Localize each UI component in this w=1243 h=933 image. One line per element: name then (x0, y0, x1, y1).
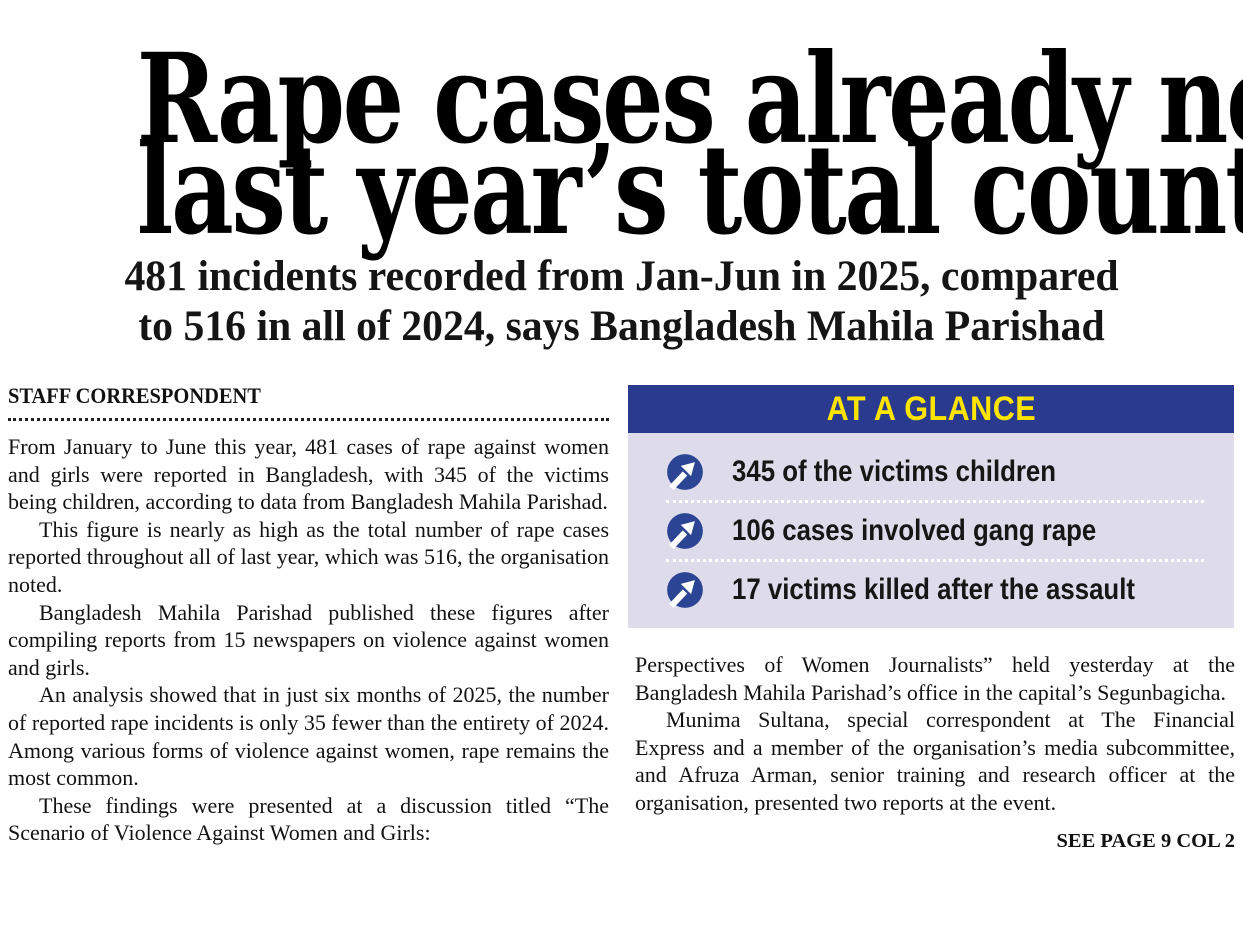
curved-arrow-icon (667, 453, 703, 490)
subheadline-line-2: to 516 in all of 2024, says Bangladesh M… (138, 303, 1105, 350)
glance-item: 345 of the victims children (628, 444, 1234, 500)
right-column: Perspectives of Women Journalists” held … (635, 651, 1235, 853)
paragraph: From January to June this year, 481 case… (8, 434, 609, 515)
glance-item: 17 victims killed after the assault (628, 562, 1234, 618)
paragraph: These findings were presented at a discu… (8, 792, 609, 846)
paragraph: Bangladesh Mahila Parishad published the… (8, 599, 609, 680)
glance-item-label: 106 cases involved gang rape (732, 513, 1097, 547)
at-a-glance-box: AT A GLANCE 345 of the victims children … (628, 385, 1234, 628)
glance-divider (666, 558, 1204, 562)
glance-item: 106 cases involved gang rape (628, 503, 1234, 559)
curved-arrow-icon (667, 571, 703, 608)
paragraph: An analysis showed that in just six mont… (8, 682, 609, 791)
glance-divider (666, 499, 1204, 503)
paragraph: Munima Sultana, special correspondent at… (635, 707, 1235, 815)
at-a-glance-header: AT A GLANCE (628, 385, 1234, 433)
headline: Rape cases already near last year’s tota… (136, 27, 1243, 263)
subheadline: 481 incidents recorded from Jan-Jun in 2… (19, 252, 1225, 352)
byline-divider (8, 418, 609, 421)
subheadline-line-1: 481 incidents recorded from Jan-Jun in 2… (124, 253, 1119, 300)
paragraph: This figure is nearly as high as the tot… (8, 516, 609, 597)
byline: STAFF CORRESPONDENT (8, 383, 261, 408)
continuation-note: SEE PAGE 9 COL 2 (1056, 829, 1235, 852)
glance-item-label: 17 victims killed after the assault (732, 572, 1135, 606)
right-column-body: Perspectives of Women Journalists” held … (635, 651, 1235, 817)
at-a-glance-body: 345 of the victims children 106 cases in… (628, 433, 1234, 628)
glance-item-label: 345 of the victims children (732, 454, 1057, 488)
left-column-body: From January to June this year, 481 case… (8, 433, 609, 847)
headline-line-1: Rape cases already near (136, 27, 1243, 172)
headline-line-2: last year’s total count (136, 118, 1243, 263)
left-column: STAFF CORRESPONDENT From January to June… (8, 383, 609, 847)
paragraph: Perspectives of Women Journalists” held … (635, 652, 1235, 705)
curved-arrow-icon (667, 512, 703, 549)
at-a-glance-title: AT A GLANCE (826, 389, 1036, 428)
